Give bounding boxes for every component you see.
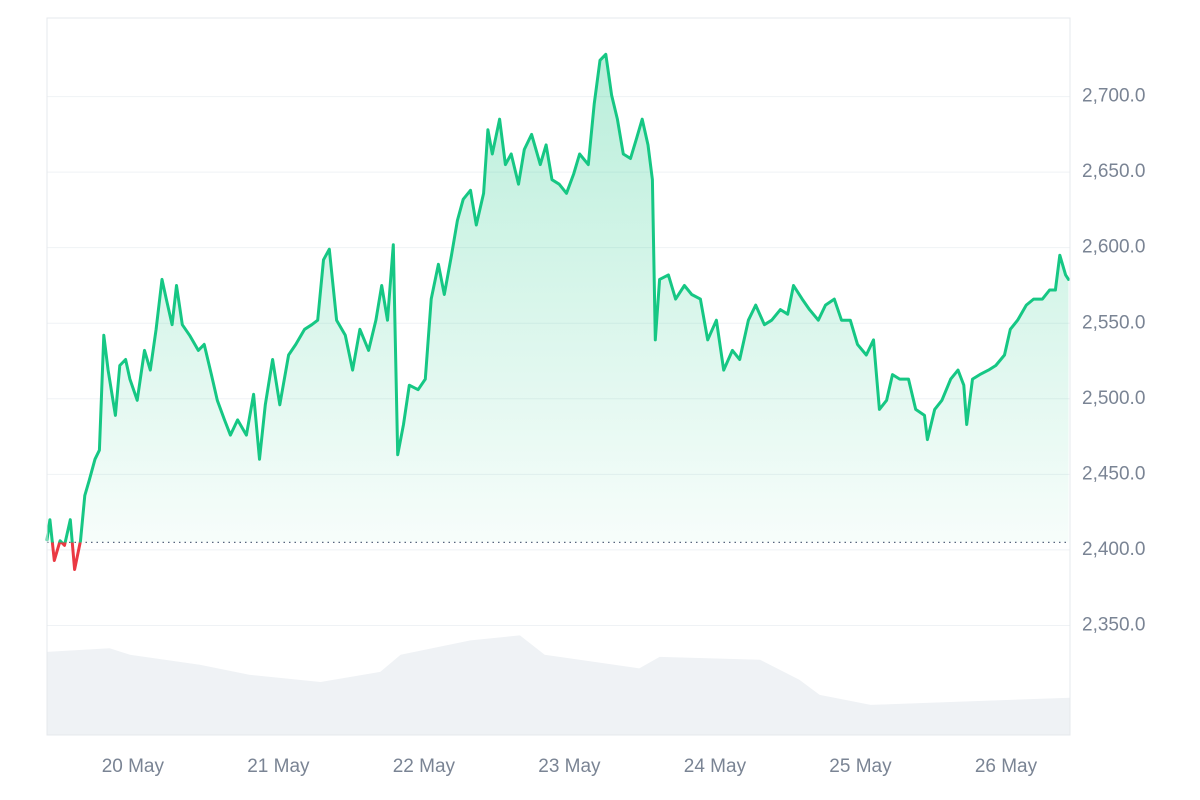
y-tick-label: 2,550.0 [1082,312,1145,333]
x-tick-label: 23 May [538,756,601,777]
plot [45,52,1070,571]
y-tick-label: 2,400.0 [1082,539,1145,560]
x-tick-label: 22 May [393,756,456,777]
x-tick-label: 24 May [684,756,747,777]
y-tick-label: 2,650.0 [1082,161,1145,182]
y-tick-label: 2,350.0 [1082,614,1145,635]
volume [47,635,1070,735]
x-tick-label: 20 May [102,756,165,777]
x-tick-label: 26 May [975,756,1038,777]
price-line [45,52,1070,571]
volume-area [47,635,1070,735]
area [47,54,1069,543]
x-tick-label: 21 May [247,756,310,777]
plot-frame [46,17,1071,736]
axis-labels: 2,350.0 2,400.0 2,450.0 2,500.0 2,550.0 2,600… [102,86,1146,777]
y-tick-label: 2,450.0 [1082,463,1145,484]
y-tick-label: 2,700.0 [1082,86,1145,107]
y-tick-label: 2,500.0 [1082,388,1145,409]
x-tick-label: 25 May [829,756,892,777]
y-tick-label: 2,600.0 [1082,237,1145,258]
